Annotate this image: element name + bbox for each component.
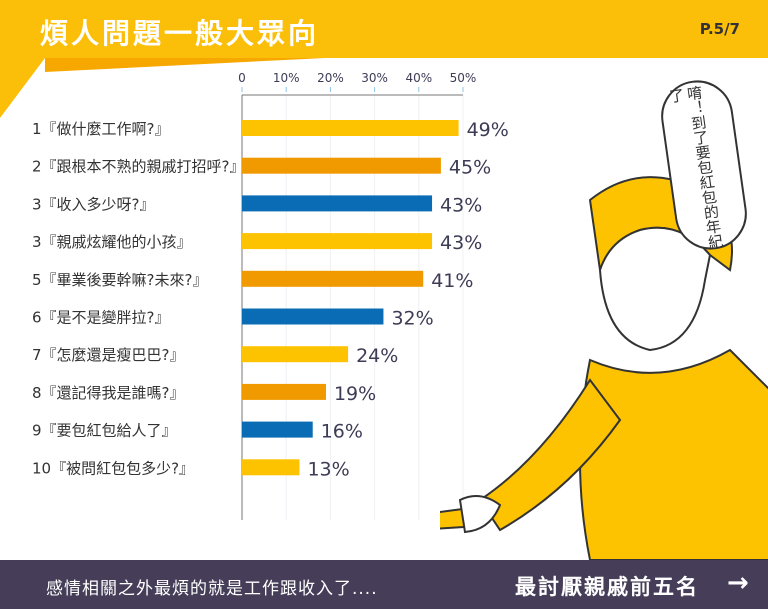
footer-caption: 感情相關之外最煩的就是工作跟收入了.... — [46, 579, 378, 599]
category-label: 10『被問紅包包多少?』 — [32, 459, 194, 477]
bar — [242, 233, 433, 250]
tick-label: 0 — [238, 71, 246, 85]
arrow-right-icon[interactable]: → — [727, 568, 749, 598]
footer-bar: 感情相關之外最煩的就是工作跟收入了.... 最討厭親戚前五名 → — [0, 560, 768, 609]
tick-label: 10% — [273, 71, 300, 85]
bar — [242, 421, 313, 438]
data-label: 41% — [431, 270, 473, 292]
data-label: 43% — [440, 194, 482, 216]
data-label: 13% — [307, 458, 349, 480]
bar — [242, 308, 384, 325]
bar — [242, 120, 459, 136]
tick-label: 30% — [361, 71, 388, 85]
header-bar — [0, 0, 768, 58]
data-label: 45% — [449, 157, 491, 179]
tick-label: 40% — [405, 71, 432, 85]
tick-label: 20% — [317, 71, 344, 85]
data-label: 16% — [321, 421, 363, 443]
category-label: 5『畢業後要幹嘛?未來?』 — [32, 271, 207, 289]
category-label: 7『怎麼還是瘦巴巴?』 — [32, 346, 185, 364]
category-label: 1『做什麼工作啊?』 — [32, 120, 170, 138]
page-number: P.5/7 — [699, 20, 740, 38]
person-illustration — [440, 176, 768, 560]
bar — [242, 459, 300, 476]
header-corner-decoration — [0, 58, 45, 118]
category-label: 6『是不是變胖拉?』 — [32, 309, 170, 327]
bar-chart: 0 10% 20% 30% 40% 50% 1『做什麼工作啊?』 49% 2『跟根本不熟的親戚打… — [32, 71, 509, 520]
tick-label: 50% — [450, 71, 477, 85]
next-page-link[interactable]: 最討厭親戚前五名 — [515, 575, 699, 599]
data-label: 19% — [334, 383, 376, 405]
category-label: 9『要包紅包給人了』 — [32, 422, 177, 440]
header-stripe-decoration — [45, 58, 325, 72]
data-label: 49% — [467, 119, 509, 141]
category-label: 3『收入多少呀?』 — [32, 195, 155, 213]
bar — [242, 346, 349, 363]
bar — [242, 157, 441, 174]
data-label: 32% — [391, 308, 433, 330]
bar — [242, 270, 424, 287]
category-label: 2『跟根本不熟的親戚打招呼?』 — [32, 158, 245, 176]
data-label: 24% — [356, 345, 398, 367]
bar — [242, 195, 433, 212]
data-label: 43% — [440, 232, 482, 254]
category-label: 8『還記得我是誰嗎?』 — [32, 384, 185, 402]
page-title: 煩人問題一般大眾向 — [40, 17, 320, 50]
bar — [242, 383, 326, 400]
category-label: 3『親戚炫耀他的小孩』 — [32, 233, 192, 251]
